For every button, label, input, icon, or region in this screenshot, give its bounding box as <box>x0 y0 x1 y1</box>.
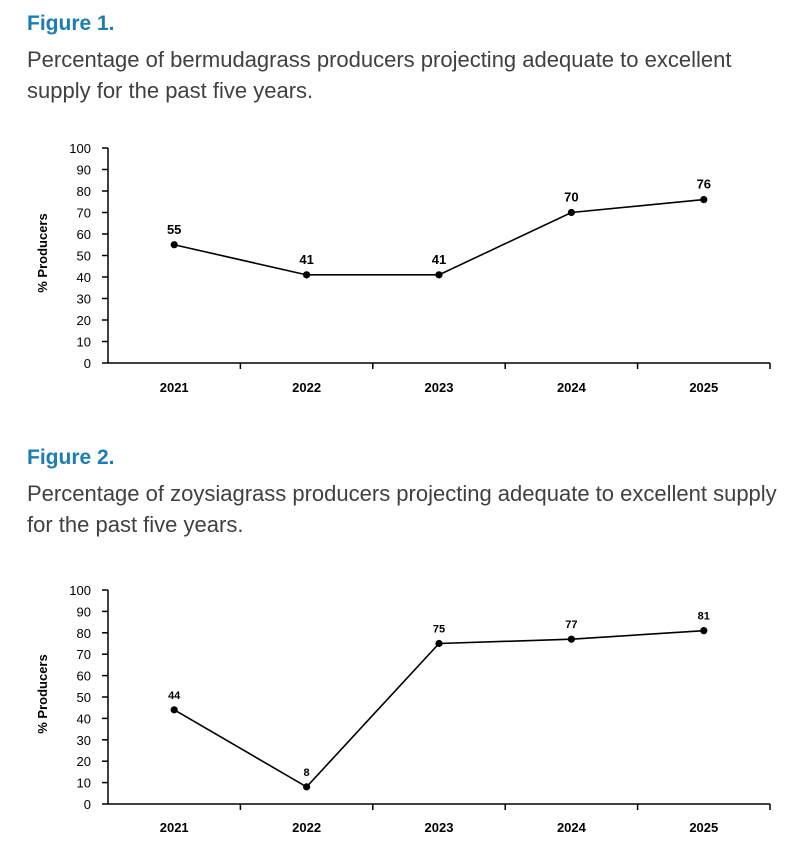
y-tick-label: 20 <box>77 754 91 769</box>
y-tick-label: 30 <box>77 733 91 748</box>
data-point <box>567 208 576 217</box>
y-tick-label: 10 <box>77 335 91 350</box>
chart-bermudagrass: 0 10 20 30 40 50 60 70 80 90 100 2021 2022 2023 2024 20… <box>35 141 771 395</box>
data-label: 8 <box>304 767 310 779</box>
figure-1-caption: Percentage of bermudagrass producers pro… <box>27 47 732 103</box>
y-tick-label: 20 <box>77 313 91 328</box>
y-tick-label: 50 <box>77 690 91 705</box>
data-label: 44 <box>168 690 181 702</box>
y-tick-label: 40 <box>77 270 91 285</box>
y-tick-label: 90 <box>77 604 91 619</box>
y-tick-label: 0 <box>84 356 91 371</box>
x-tick-label: 2024 <box>557 380 587 395</box>
figure-2-label: Figure 2. <box>27 446 115 469</box>
data-label: 70 <box>564 190 578 205</box>
y-axis-title: % Producers <box>35 654 50 733</box>
x-tick-label: 2022 <box>292 380 321 395</box>
x-tick-label: 2023 <box>425 820 454 835</box>
x-tick-label: 2021 <box>160 380 189 395</box>
data-point <box>170 241 178 249</box>
figure-2-caption: Percentage of zoysiagrass producers proj… <box>27 481 777 537</box>
y-tick-label: 60 <box>77 669 91 684</box>
data-label: 75 <box>433 624 445 636</box>
y-tick-label: 30 <box>77 292 91 307</box>
figure-1-label: Figure 1. <box>27 12 115 35</box>
y-tick-label: 10 <box>77 776 91 791</box>
data-label: 81 <box>698 611 710 623</box>
x-tick-label: 2021 <box>160 820 189 835</box>
data-label: 55 <box>167 222 181 237</box>
y-tick-label: 0 <box>84 797 91 812</box>
data-label: 76 <box>697 177 711 192</box>
y-tick-label: 100 <box>69 141 91 156</box>
x-tick-label: 2025 <box>689 380 718 395</box>
y-tick-label: 90 <box>77 163 91 178</box>
y-tick-label: 100 <box>69 583 91 598</box>
data-point <box>435 271 443 279</box>
data-point <box>567 635 576 643</box>
y-tick-label: 40 <box>77 711 91 726</box>
x-tick-label: 2023 <box>425 380 454 395</box>
y-tick-label: 70 <box>77 206 91 221</box>
data-point <box>700 196 708 204</box>
x-tick-label: 2024 <box>557 820 587 835</box>
data-label: 41 <box>432 252 446 267</box>
data-point <box>170 706 178 714</box>
data-label: 77 <box>565 619 577 631</box>
y-tick-label: 50 <box>77 249 91 264</box>
data-point <box>303 271 311 279</box>
y-axis-title: % Producers <box>35 213 50 292</box>
data-point <box>435 639 443 648</box>
data-label: 41 <box>299 252 313 267</box>
y-tick-label: 70 <box>77 647 91 662</box>
series-line <box>173 629 704 788</box>
data-point <box>700 627 708 635</box>
y-tick-label: 60 <box>77 227 91 242</box>
x-tick-label: 2025 <box>689 820 718 835</box>
y-tick-label: 80 <box>77 626 91 641</box>
x-tick-label: 2022 <box>292 820 321 835</box>
data-point <box>303 783 311 791</box>
y-tick-label: 80 <box>77 184 91 199</box>
